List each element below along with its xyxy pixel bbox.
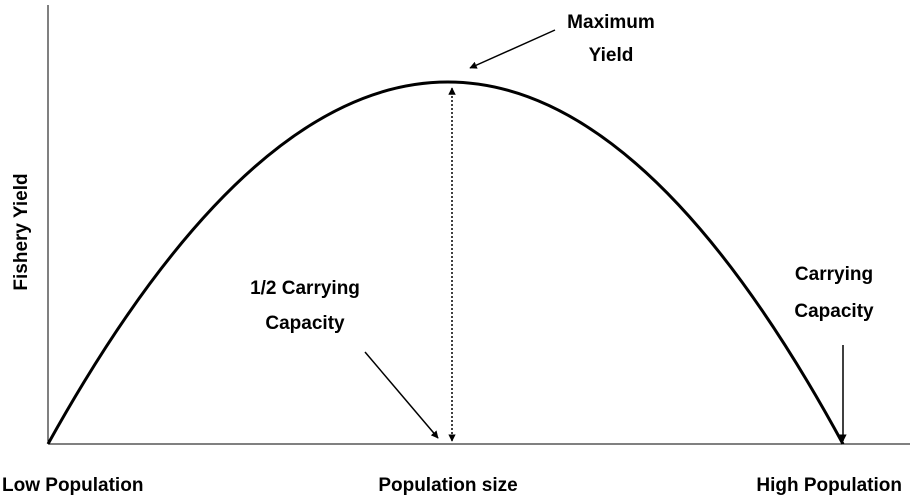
y-axis-label: Fishery Yield bbox=[11, 173, 32, 290]
x-axis-label: Population size bbox=[378, 475, 517, 496]
yield-curve bbox=[46, 80, 845, 445]
annotation: Yield bbox=[589, 45, 634, 66]
x-axis-label: High Population bbox=[756, 475, 902, 496]
annotation: Maximum bbox=[567, 12, 655, 33]
max-arrow bbox=[469, 29, 556, 69]
half-arrow bbox=[364, 351, 439, 439]
annotation: 1/2 Carrying bbox=[250, 278, 360, 299]
annotation: Capacity bbox=[794, 301, 874, 322]
x-axis-label: Low Population bbox=[2, 475, 143, 496]
annotation: Carrying bbox=[795, 264, 873, 285]
annotation: Capacity bbox=[265, 313, 345, 334]
